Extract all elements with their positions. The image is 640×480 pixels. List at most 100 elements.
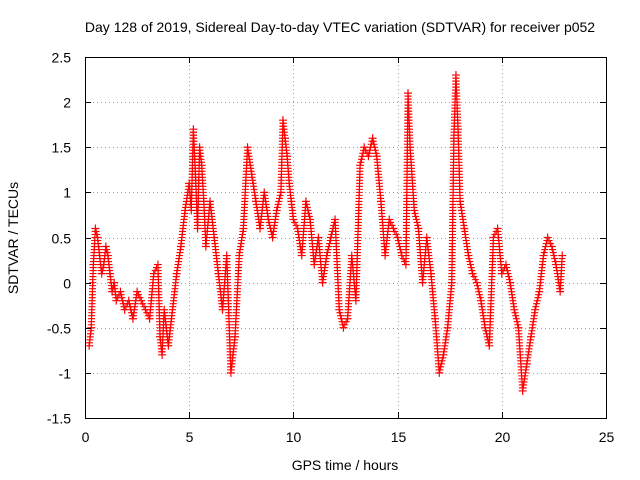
trace-marker <box>369 137 377 145</box>
trace-marker <box>396 243 404 251</box>
trace-marker <box>326 240 334 248</box>
trace-marker <box>103 246 111 254</box>
data-points <box>85 71 567 395</box>
trace-marker <box>336 309 344 317</box>
trace-marker <box>540 249 548 257</box>
trace-marker <box>324 246 332 254</box>
y-tick-label: 0.5 <box>52 231 72 247</box>
trace-marker <box>471 276 479 284</box>
x-axis-label: GPS time / hours <box>292 457 399 473</box>
trace-marker <box>470 273 478 281</box>
trace-marker <box>438 357 446 365</box>
y-tick-label: 2 <box>63 95 71 111</box>
trace-marker <box>532 303 540 311</box>
trace-marker <box>511 309 519 317</box>
trace-marker <box>372 149 380 157</box>
y-tick-label: -1.5 <box>47 411 71 427</box>
trace-marker <box>326 237 334 245</box>
trace-marker <box>136 294 144 302</box>
trace-marker <box>394 237 402 245</box>
x-tick-label: 15 <box>391 429 407 445</box>
trace-marker <box>93 230 101 238</box>
trace-marker <box>412 215 420 223</box>
trace-marker <box>514 321 522 329</box>
trace-marker <box>503 264 511 272</box>
trace-marker <box>303 200 311 208</box>
trace-marker <box>476 294 484 302</box>
trace-marker <box>304 206 312 214</box>
trace-marker <box>391 227 399 235</box>
trace-marker <box>274 200 282 208</box>
trace-marker <box>357 155 365 163</box>
y-tick-label: -0.5 <box>47 321 71 337</box>
trace-marker <box>303 203 311 211</box>
trace-marker <box>395 240 403 248</box>
trace-marker <box>533 300 541 308</box>
y-tick-label: 1 <box>63 185 71 201</box>
trace-marker <box>325 243 333 251</box>
trace-marker <box>411 209 419 217</box>
trace-marker <box>392 230 400 238</box>
trace-marker <box>371 146 379 154</box>
trace-marker <box>273 203 281 211</box>
trace-marker <box>292 221 300 229</box>
trace-marker <box>337 312 345 320</box>
trace-marker <box>365 149 373 157</box>
trace-marker <box>473 282 481 290</box>
trace-marker <box>533 297 541 305</box>
trace-marker <box>414 221 422 229</box>
trace-marker <box>291 218 299 226</box>
trace-marker <box>134 291 142 299</box>
trace-marker <box>504 270 512 278</box>
y-tick-label: 1.5 <box>52 140 72 156</box>
trace-marker <box>476 291 484 299</box>
trace-marker <box>541 246 549 254</box>
trace-marker <box>276 191 284 199</box>
trace-marker <box>103 249 111 257</box>
x-tick-label: 10 <box>286 429 302 445</box>
trace-marker <box>92 227 100 235</box>
trace-marker <box>341 321 349 329</box>
trace-marker <box>512 315 520 323</box>
trace-marker <box>275 197 283 205</box>
x-tick-label: 5 <box>186 429 194 445</box>
trace-marker <box>388 221 396 229</box>
trace-marker <box>505 273 513 281</box>
trace-marker <box>512 312 520 320</box>
x-tick-label: 0 <box>82 429 90 445</box>
trace-marker <box>99 264 107 272</box>
trace-marker <box>545 237 553 245</box>
trace-marker <box>467 264 475 272</box>
trace-marker <box>305 209 313 217</box>
trace-marker <box>513 318 521 326</box>
trace-marker <box>437 363 445 371</box>
trace-marker <box>387 218 395 226</box>
trace-marker <box>550 252 558 260</box>
trace-marker <box>436 366 444 374</box>
trace-marker <box>474 285 482 293</box>
trace-marker <box>140 303 148 311</box>
trace-marker <box>467 261 475 269</box>
y-tick-label: 2.5 <box>52 50 72 66</box>
x-tick-label: 25 <box>599 429 615 445</box>
trace-marker <box>503 267 511 275</box>
data-point <box>558 251 567 260</box>
trace-marker <box>475 288 483 296</box>
trace-marker <box>505 276 513 284</box>
trace-marker <box>371 143 379 151</box>
trace-marker <box>551 258 559 266</box>
trace-marker <box>466 258 474 266</box>
trace-marker <box>413 218 421 226</box>
trace-marker <box>139 300 147 308</box>
axis-ticks <box>85 57 607 419</box>
y-tick-label: 0 <box>63 276 71 292</box>
trace-marker <box>276 194 284 202</box>
trace-marker <box>535 291 543 299</box>
trace-marker <box>118 294 126 302</box>
y-axis-label: SDTVAR / TECUs <box>5 182 21 294</box>
trace-marker <box>370 140 378 148</box>
trace-marker <box>439 354 447 362</box>
trace-marker <box>412 212 420 220</box>
chart-title: Day 128 of 2019, Sidereal Day-to-day VTE… <box>85 19 595 35</box>
